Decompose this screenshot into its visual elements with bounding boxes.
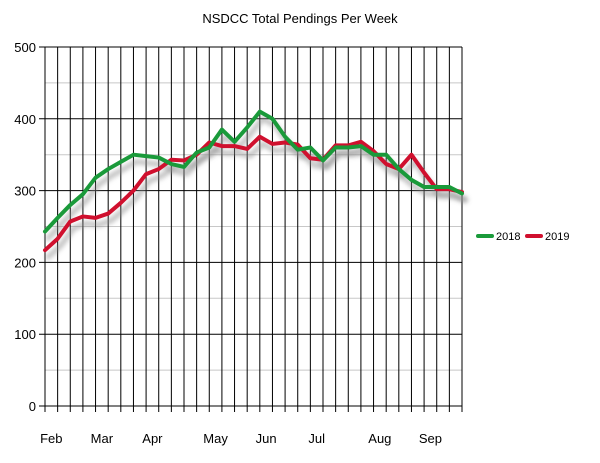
- x-tick-label: Aug: [368, 431, 391, 446]
- y-axis: 0 100 200 300 400 500: [14, 40, 36, 414]
- x-tick-label: Mar: [91, 431, 114, 446]
- series-line-2018: [43, 109, 464, 234]
- y-tick-label: 300: [14, 184, 36, 199]
- x-tick-label: Sep: [419, 431, 442, 446]
- y-tick-label: 200: [14, 255, 36, 270]
- y-tick-label: 0: [29, 399, 36, 414]
- legend-label-2018: 2018: [496, 231, 520, 243]
- x-tick-label: Feb: [40, 431, 62, 446]
- plot-grid: [39, 46, 463, 412]
- x-tick-label: Jun: [256, 431, 277, 446]
- y-tick-label: 400: [14, 112, 36, 127]
- y-tick-label: 500: [14, 40, 36, 55]
- chart-title: NSDCC Total Pendings Per Week: [202, 11, 398, 26]
- x-tick-label: Apr: [142, 431, 163, 446]
- legend: 2018 2019: [476, 231, 569, 245]
- x-axis: Feb Mar Apr May Jun Jul Aug Sep: [40, 431, 442, 446]
- x-tick-label: Jul: [308, 431, 325, 446]
- series-shadow-2019: [45, 141, 468, 260]
- series-line-2019: [43, 134, 464, 253]
- series-lines: [43, 109, 464, 253]
- x-tick-label: May: [203, 431, 228, 446]
- y-tick-label: 100: [14, 327, 36, 342]
- legend-label-2019: 2019: [545, 231, 569, 243]
